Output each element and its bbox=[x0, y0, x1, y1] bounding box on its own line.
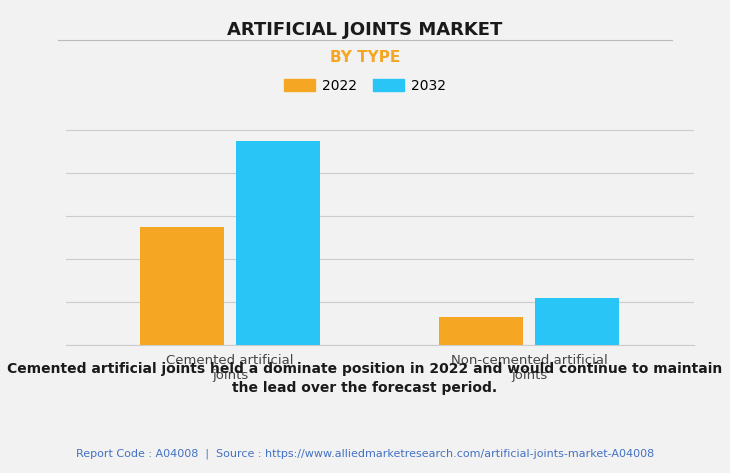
Legend: 2022, 2032: 2022, 2032 bbox=[284, 79, 446, 93]
Bar bbox=[236, 141, 320, 345]
Text: ARTIFICIAL JOINTS MARKET: ARTIFICIAL JOINTS MARKET bbox=[227, 21, 503, 39]
Text: Cemented artificial joints held a dominate position in 2022 and would continue t: Cemented artificial joints held a domina… bbox=[7, 362, 723, 395]
Text: BY TYPE: BY TYPE bbox=[330, 50, 400, 65]
Bar bbox=[439, 317, 523, 345]
Text: Report Code : A04008  |  Source : https://www.alliedmarketresearch.com/artificia: Report Code : A04008 | Source : https://… bbox=[76, 448, 654, 459]
Bar bbox=[140, 227, 224, 345]
Bar bbox=[535, 298, 619, 345]
